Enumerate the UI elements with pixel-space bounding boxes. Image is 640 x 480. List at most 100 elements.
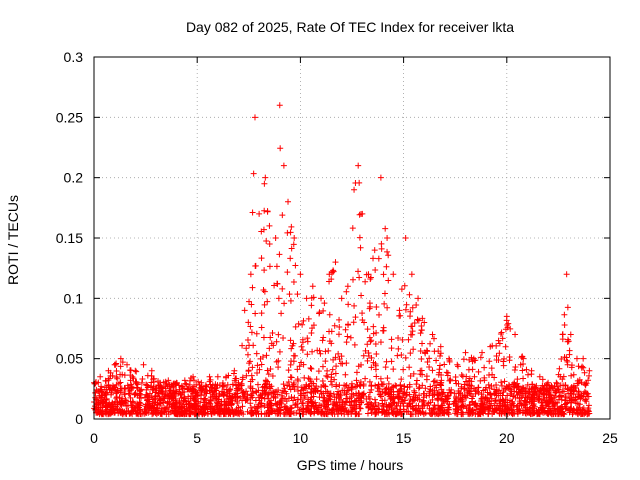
data-point: [260, 334, 267, 341]
data-point: [343, 382, 350, 389]
data-point: [97, 394, 104, 401]
data-point: [475, 384, 482, 391]
data-point: [109, 372, 116, 379]
data-point: [124, 382, 131, 389]
data-point: [413, 302, 420, 309]
data-point: [285, 378, 292, 385]
data-point: [243, 345, 250, 352]
data-point: [488, 400, 495, 407]
data-point: [308, 302, 315, 309]
data-point: [575, 406, 582, 413]
data-point: [101, 396, 108, 403]
data-point: [209, 393, 216, 400]
data-point: [413, 381, 420, 388]
data-point: [361, 319, 368, 326]
data-point: [558, 396, 565, 403]
data-point: [278, 310, 285, 317]
data-point: [576, 409, 583, 416]
data-point: [499, 335, 506, 342]
data-point: [208, 411, 215, 418]
data-point: [311, 404, 318, 411]
data-points: [91, 102, 593, 418]
plot-frame: [93, 56, 611, 420]
data-point: [299, 347, 306, 354]
data-point: [348, 390, 355, 397]
data-point: [261, 267, 268, 274]
data-point: [269, 329, 276, 336]
data-point: [395, 345, 402, 352]
data-point: [485, 381, 492, 388]
data-point: [564, 304, 571, 311]
data-point: [287, 255, 294, 262]
data-point: [327, 378, 334, 385]
data-point: [397, 382, 404, 389]
data-point: [250, 170, 257, 177]
data-point: [447, 377, 454, 384]
data-point: [266, 263, 273, 270]
data-point: [390, 395, 397, 402]
data-point: [352, 314, 359, 321]
data-point: [350, 276, 357, 283]
data-point: [325, 408, 332, 415]
data-point: [557, 393, 564, 400]
data-point: [239, 374, 246, 381]
data-point: [269, 373, 276, 380]
data-point: [437, 352, 444, 359]
data-point: [367, 338, 374, 345]
data-point: [499, 408, 506, 415]
data-point: [127, 381, 134, 388]
data-point: [359, 210, 366, 217]
data-point: [498, 329, 505, 336]
data-point: [406, 391, 413, 398]
data-point: [544, 386, 551, 393]
data-point: [138, 386, 145, 393]
data-point: [249, 364, 256, 371]
data-point: [181, 395, 188, 402]
data-point: [479, 408, 486, 415]
data-point: [113, 367, 120, 374]
data-point: [563, 405, 570, 412]
data-point: [396, 393, 403, 400]
data-point: [523, 398, 530, 405]
data-point: [178, 383, 185, 390]
data-point: [409, 304, 416, 311]
data-point: [251, 114, 258, 121]
data-point: [134, 402, 141, 409]
data-point: [117, 379, 124, 386]
data-point: [139, 375, 146, 382]
data-point: [305, 396, 312, 403]
y-tick-label: 0.25: [56, 109, 83, 125]
data-point: [254, 403, 261, 410]
data-point: [297, 390, 304, 397]
data-point: [468, 378, 475, 385]
data-point: [211, 388, 218, 395]
data-point: [419, 371, 426, 378]
data-point: [244, 396, 251, 403]
data-point: [232, 375, 239, 382]
data-point: [303, 295, 310, 302]
data-point: [213, 399, 220, 406]
data-point: [566, 395, 573, 402]
data-point: [368, 401, 375, 408]
data-point: [575, 390, 582, 397]
data-point: [400, 366, 407, 373]
data-point: [176, 404, 183, 411]
data-point: [239, 403, 246, 410]
data-point: [351, 341, 358, 348]
data-point: [123, 402, 130, 409]
data-point: [319, 337, 326, 344]
data-point: [166, 392, 173, 399]
data-point: [190, 395, 197, 402]
data-point: [452, 407, 459, 414]
data-point: [274, 406, 281, 413]
data-point: [402, 235, 409, 241]
data-point: [320, 307, 327, 314]
data-point: [261, 207, 268, 214]
data-point: [514, 410, 521, 417]
data-point: [122, 385, 129, 392]
data-point: [266, 222, 273, 229]
data-point: [243, 372, 250, 379]
data-point: [288, 408, 295, 415]
data-point: [276, 251, 283, 258]
data-point: [267, 334, 274, 341]
